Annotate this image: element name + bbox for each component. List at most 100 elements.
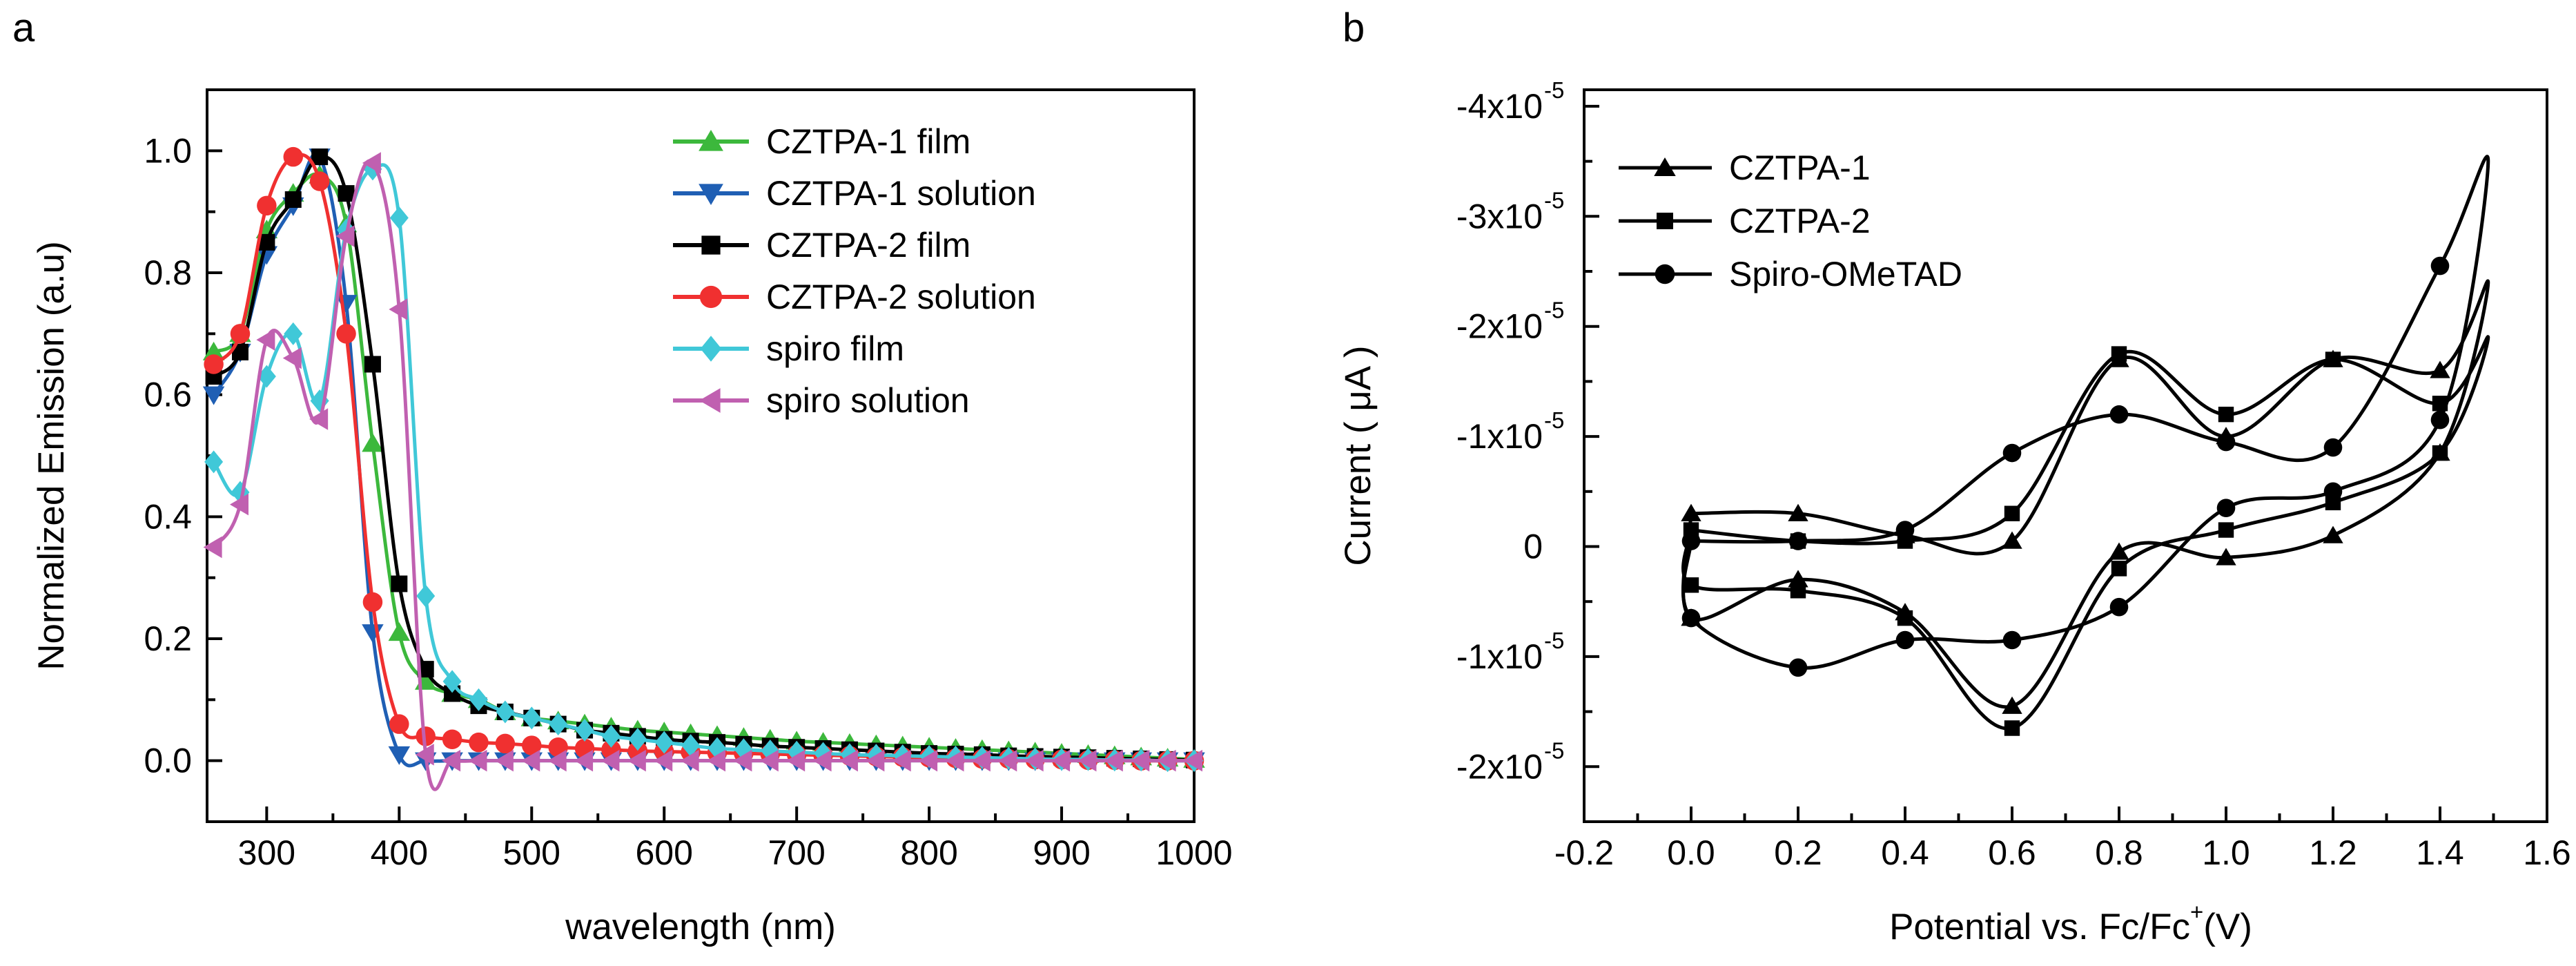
data-point-spiro-ometad	[2430, 410, 2450, 429]
data-point-spiro-film	[284, 322, 303, 345]
data-point-spiro-solution	[442, 749, 461, 772]
data-point-spiro-solution	[654, 749, 673, 772]
data-point-spiro-ometad	[2323, 438, 2343, 457]
data-point-spiro-film	[628, 728, 647, 751]
plot-a-xtick-label: 600	[635, 833, 692, 872]
data-point-spiro-ometad	[1788, 532, 1808, 550]
data-point-cztpa-2	[1790, 583, 1806, 599]
data-point-cztpa-2-film	[364, 356, 381, 373]
plot-b-ytick-label: -3x10	[1456, 197, 1543, 235]
data-point-spiro-solution	[733, 749, 752, 772]
data-point-cztpa-1	[2002, 531, 2022, 549]
plot-a-ytick-label: 0.4	[144, 497, 192, 536]
data-point-spiro-solution	[282, 347, 302, 369]
data-point-spiro-solution	[998, 749, 1017, 772]
plot-b-ytick-label: -2x10	[1456, 307, 1543, 346]
data-point-spiro-solution	[1184, 749, 1202, 772]
plot-a-ytick-label: 0.6	[144, 376, 192, 414]
plot-b-xtick-label: 1.2	[2309, 833, 2357, 872]
data-point-cztpa-1	[2002, 696, 2022, 714]
plot-b-frame	[1583, 88, 2548, 823]
data-point-cztpa-2-film	[391, 575, 408, 592]
data-point-cztpa-1-solution	[202, 386, 225, 405]
plot-a-xtick-label: 300	[238, 833, 295, 872]
data-point-cztpa-1	[2109, 542, 2129, 560]
data-point-cztpa-2-solution	[257, 195, 277, 216]
data-point-spiro-solution	[1131, 749, 1150, 772]
data-point-spiro-solution	[786, 749, 806, 772]
plot-a-legend: CZTPA-1 film CZTPA-1 solution CZTPA-2 film…	[673, 122, 1036, 420]
data-point-cztpa-2-solution	[389, 714, 409, 734]
plot-b-ytick-label: -2x10	[1456, 747, 1543, 786]
data-point-spiro-ometad	[2216, 432, 2236, 452]
plot-b-ytick-label: -1x10	[1456, 417, 1543, 456]
plot-b-xtick-label: 0.2	[1774, 833, 1822, 872]
data-point-spiro-ometad	[1788, 658, 1808, 677]
data-point-spiro-film	[204, 450, 224, 474]
plot-a-xtick-label: 1000	[1155, 833, 1232, 872]
data-point-cztpa-2	[2218, 407, 2234, 423]
data-point-cztpa-2	[2325, 351, 2341, 367]
plot-b-ylabel: Current ( μA )	[1338, 345, 1378, 566]
legend-label-cztpa-1-solution: CZTPA-1 solution	[766, 174, 1036, 213]
data-point-cztpa-1-film	[388, 622, 411, 641]
legend-marker-cztpa-1-film	[699, 130, 723, 151]
plot-b-xtick-label: 0.0	[1667, 833, 1715, 872]
data-point-spiro-solution	[680, 749, 699, 772]
data-point-spiro-solution	[229, 493, 248, 516]
plot-b-xtick-label: -0.2	[1554, 833, 1614, 872]
plot-a-ytick-label: 0.8	[144, 253, 192, 292]
data-point-spiro-ometad	[2323, 482, 2343, 501]
plot-a-ytick-label: 1.0	[144, 131, 192, 170]
data-point-cztpa-1-solution	[362, 624, 384, 644]
data-point-cztpa-2	[2004, 505, 2020, 521]
data-point-spiro-solution	[521, 749, 540, 772]
data-point-spiro-film	[469, 688, 488, 711]
data-point-cztpa-2	[2432, 445, 2448, 461]
plot-b-ytick-exponent: -5	[1544, 737, 1564, 763]
plot-a-ytick-label: 0.0	[144, 742, 192, 780]
plot-a-xtick-label: 900	[1033, 833, 1090, 872]
plot-b-xtick-label: 1.4	[2416, 833, 2464, 872]
data-point-spiro-solution	[1157, 749, 1176, 772]
plot-b-ytick-exponent: -5	[1544, 407, 1564, 433]
data-point-spiro-film	[654, 731, 674, 754]
legend-label-cztpa-2-film: CZTPA-2 film	[766, 226, 970, 264]
data-point-spiro-solution	[627, 749, 646, 772]
data-point-cztpa-2-film	[338, 185, 355, 202]
data-point-cztpa-2	[2004, 720, 2020, 736]
plot-b-xtick-label: 1.0	[2202, 833, 2250, 872]
legend-marker-spiro-solution	[699, 388, 721, 413]
data-point-spiro-solution	[812, 749, 832, 772]
data-point-spiro-solution	[309, 408, 329, 430]
legend-label-cztpa-1-film: CZTPA-1 film	[766, 122, 970, 161]
data-point-cztpa-2-solution	[283, 146, 304, 167]
data-point-spiro-film	[549, 713, 568, 736]
legend-label-spiro-solution: spiro solution	[766, 381, 970, 420]
legend-label-cztpa-2: CZTPA-2	[1729, 202, 1871, 240]
data-point-cztpa-2-solution	[204, 354, 224, 374]
plot-b-xtick-label: 0.4	[1881, 833, 1929, 872]
plot-a-xtick-label: 400	[371, 833, 428, 872]
plot-a-ytick-label: 0.2	[144, 619, 192, 658]
data-point-spiro-solution	[574, 749, 594, 772]
data-point-cztpa-1	[1681, 503, 1701, 521]
data-point-spiro-solution	[1024, 749, 1044, 772]
data-point-spiro-solution	[468, 749, 487, 772]
data-point-spiro-ometad	[2109, 405, 2129, 424]
data-point-spiro-ometad	[2109, 597, 2129, 617]
data-point-spiro-solution	[866, 749, 885, 772]
data-point-spiro-solution	[1051, 749, 1071, 772]
plot-b-ytick-exponent: -5	[1544, 628, 1564, 653]
data-point-spiro-ometad	[1895, 521, 1915, 539]
series-line-cztpa-1	[1681, 279, 2490, 709]
legend-label-cztpa-2-solution: CZTPA-2 solution	[766, 278, 1036, 316]
plot-a-xtick-label: 700	[768, 833, 825, 872]
data-point-cztpa-1-solution	[388, 746, 411, 765]
data-point-spiro-solution	[759, 749, 779, 772]
data-point-spiro-solution	[601, 749, 620, 772]
legend-marker-spiro-film	[700, 336, 722, 362]
data-point-spiro-solution	[945, 749, 964, 772]
data-point-spiro-solution	[362, 152, 381, 174]
